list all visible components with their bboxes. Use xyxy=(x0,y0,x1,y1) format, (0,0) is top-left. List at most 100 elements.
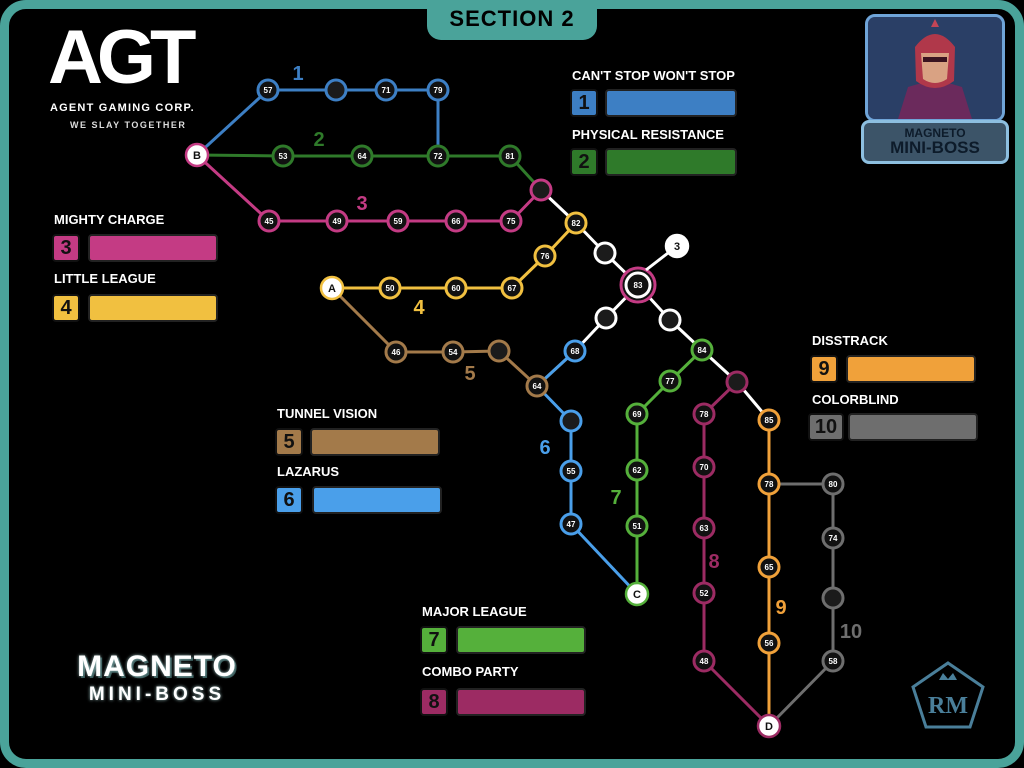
path-6-node-label: 68 xyxy=(571,347,580,356)
path-9-node[interactable] xyxy=(757,472,781,496)
shared-node[interactable] xyxy=(593,241,617,265)
start-node-a[interactable] xyxy=(319,275,345,301)
path-10-node[interactable] xyxy=(821,586,845,610)
legend-bar-2[interactable] xyxy=(605,148,737,176)
start-node-d-label: D xyxy=(765,721,773,733)
path-8-node[interactable] xyxy=(692,649,716,673)
map-title: MAGNETO MINI-BOSS xyxy=(62,650,252,706)
legend-bar-9[interactable] xyxy=(846,355,976,383)
legend-number-4[interactable]: 4 xyxy=(52,294,80,322)
legend-number-6[interactable]: 6 xyxy=(275,486,303,514)
legend-bar-1[interactable] xyxy=(605,89,737,117)
legend-bar-5[interactable] xyxy=(310,428,440,456)
path-2-node[interactable] xyxy=(271,144,295,168)
legend-bar-6[interactable] xyxy=(312,486,442,514)
legend-bar-10[interactable] xyxy=(848,413,978,441)
path-3-node[interactable] xyxy=(444,209,468,233)
path-8-node-label: 78 xyxy=(700,410,709,419)
path-3-node[interactable] xyxy=(257,209,281,233)
path-10-node-label: 74 xyxy=(829,534,838,543)
path-3-node[interactable] xyxy=(325,209,349,233)
path-7-node-label: 69 xyxy=(633,410,642,419)
path-8-node[interactable] xyxy=(725,370,749,394)
path-2-node[interactable] xyxy=(350,144,374,168)
path-5-node[interactable] xyxy=(487,339,511,363)
path-7-node[interactable] xyxy=(625,458,649,482)
legend-number-1[interactable]: 1 xyxy=(570,89,598,117)
path-9-node-label: 56 xyxy=(765,639,774,648)
legend-number-2[interactable]: 2 xyxy=(570,148,598,176)
legend-bar-7[interactable] xyxy=(456,626,586,654)
shared-node[interactable] xyxy=(594,306,618,330)
legend-number-3[interactable]: 3 xyxy=(52,234,80,262)
legend-number-7[interactable]: 7 xyxy=(420,626,448,654)
section-tab: SECTION 2 xyxy=(427,0,597,40)
path-4-node-label: 82 xyxy=(572,219,581,228)
path-6-node[interactable] xyxy=(559,459,583,483)
start-node-b[interactable] xyxy=(184,142,210,168)
legend-number-8[interactable]: 8 xyxy=(420,688,448,716)
path-6-node[interactable] xyxy=(559,409,583,433)
path-1-node[interactable] xyxy=(374,78,398,102)
path-7-node[interactable] xyxy=(658,369,682,393)
path-6-node[interactable] xyxy=(563,339,587,363)
boss-node[interactable] xyxy=(624,271,652,299)
legend-number-5[interactable]: 5 xyxy=(275,428,303,456)
legend-number-9[interactable]: 9 xyxy=(810,355,838,383)
legend-bar-8[interactable] xyxy=(456,688,586,716)
legend-title-2: PHYSICAL RESISTANCE xyxy=(572,127,724,142)
path-6-node[interactable] xyxy=(559,512,583,536)
path-2-node-label: 72 xyxy=(434,152,443,161)
start-node-3[interactable] xyxy=(664,233,690,259)
path-1-node[interactable] xyxy=(324,78,348,102)
legend-bar-3[interactable] xyxy=(88,234,218,262)
shared-node[interactable] xyxy=(658,308,682,332)
path-10-node[interactable] xyxy=(821,472,845,496)
path-7-node-label: 84 xyxy=(698,346,707,355)
path-10-node-label: 58 xyxy=(829,657,838,666)
path-10-node[interactable] xyxy=(821,649,845,673)
map-title-line2: MINI-BOSS xyxy=(88,684,226,705)
path-9-node[interactable] xyxy=(757,408,781,432)
path-5-node[interactable] xyxy=(525,374,549,398)
map-title-line1: MAGNETO xyxy=(77,650,237,683)
path-4-node[interactable] xyxy=(500,276,524,300)
path-1-node[interactable] xyxy=(256,78,280,102)
path-7-node[interactable] xyxy=(625,514,649,538)
boss-card[interactable]: MAGNETO MINI-BOSS xyxy=(861,12,1009,164)
path-3-node[interactable] xyxy=(499,209,523,233)
path-1-node[interactable] xyxy=(426,78,450,102)
start-3-connector xyxy=(645,251,669,272)
path-junction-node[interactable] xyxy=(529,178,553,202)
path-8-node[interactable] xyxy=(692,402,716,426)
start-node-d[interactable] xyxy=(756,713,782,739)
boss-name-plate: MAGNETO MINI-BOSS xyxy=(861,120,1009,164)
path-2-node[interactable] xyxy=(426,144,450,168)
path-8-node[interactable] xyxy=(692,455,716,479)
path-8-node[interactable] xyxy=(692,516,716,540)
path-9-node[interactable] xyxy=(757,631,781,655)
path-9-node-label: 85 xyxy=(765,416,774,425)
path-9-node[interactable] xyxy=(757,555,781,579)
legend-bar-4[interactable] xyxy=(88,294,218,322)
start-node-c[interactable] xyxy=(624,581,650,607)
path-6-line xyxy=(535,384,639,596)
path-5-node[interactable] xyxy=(384,340,408,364)
path-7-node[interactable] xyxy=(625,402,649,426)
path-5-node-label: 54 xyxy=(449,348,458,357)
path-4-node-label: 67 xyxy=(508,284,517,293)
path-number-label-3: 3 xyxy=(356,193,367,215)
legend-number-10[interactable]: 10 xyxy=(808,413,844,441)
path-number-label-7: 7 xyxy=(610,487,621,509)
path-2-node[interactable] xyxy=(498,144,522,168)
path-3-node[interactable] xyxy=(386,209,410,233)
path-4-node[interactable] xyxy=(533,244,557,268)
path-4-node[interactable] xyxy=(378,276,402,300)
path-1-node-label: 79 xyxy=(434,86,443,95)
path-5-node[interactable] xyxy=(441,340,465,364)
path-8-node[interactable] xyxy=(692,581,716,605)
path-10-node[interactable] xyxy=(821,526,845,550)
path-4-node[interactable] xyxy=(444,276,468,300)
path-4-node[interactable] xyxy=(564,211,588,235)
path-7-node[interactable] xyxy=(690,338,714,362)
